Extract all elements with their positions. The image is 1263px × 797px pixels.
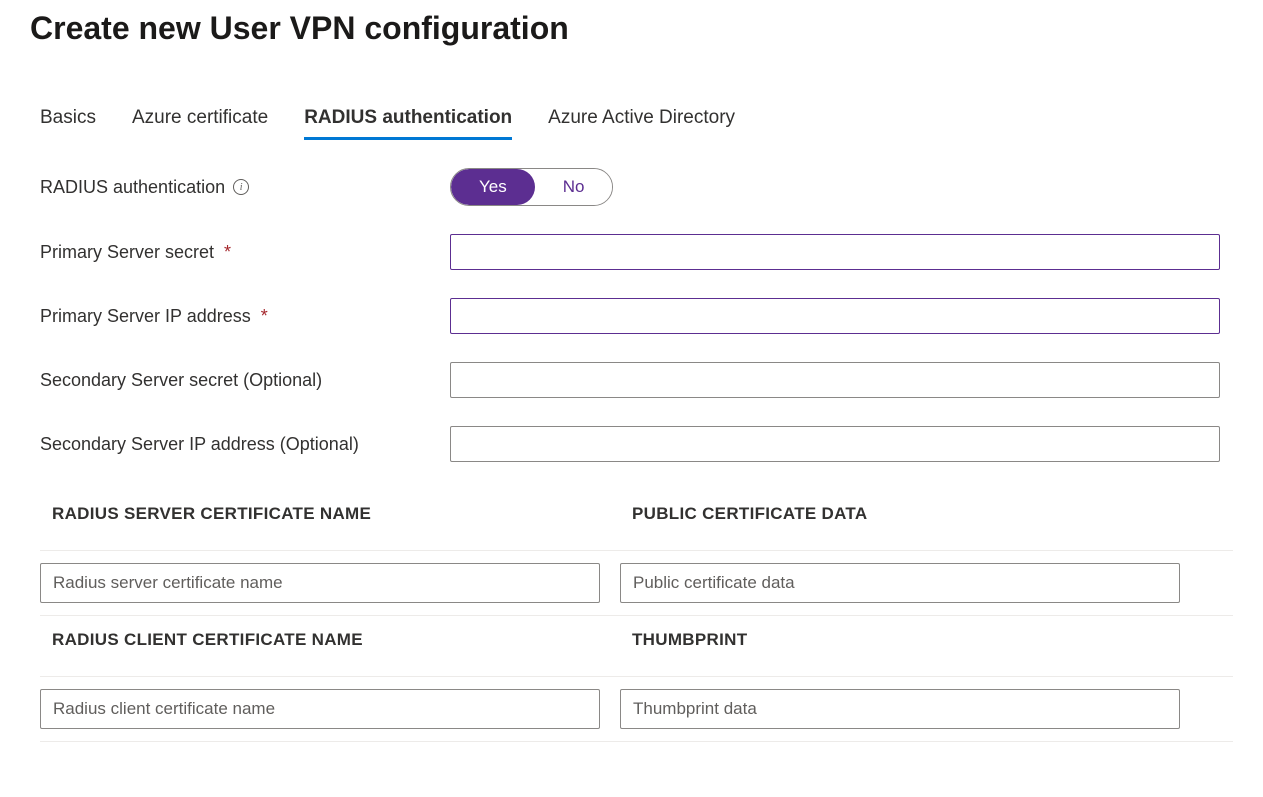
- primary-ip-row: Primary Server IP address *: [30, 298, 1233, 334]
- client-cert-name-input[interactable]: [40, 689, 600, 729]
- primary-ip-label-text: Primary Server IP address: [40, 306, 251, 327]
- server-cert-header-row: RADIUS SERVER CERTIFICATE NAME PUBLIC CE…: [40, 490, 1233, 551]
- primary-secret-label: Primary Server secret *: [40, 242, 450, 263]
- server-cert-section: RADIUS SERVER CERTIFICATE NAME PUBLIC CE…: [30, 490, 1233, 742]
- tab-bar: Basics Azure certificate RADIUS authenti…: [30, 107, 1233, 140]
- server-cert-name-col: RADIUS SERVER CERTIFICATE NAME: [40, 490, 600, 538]
- server-cert-input-row: [40, 551, 1233, 616]
- secondary-secret-input[interactable]: [450, 362, 1220, 398]
- primary-secret-input[interactable]: [450, 234, 1220, 270]
- toggle-no[interactable]: No: [535, 169, 613, 205]
- tab-azure-active-directory[interactable]: Azure Active Directory: [548, 107, 735, 140]
- secondary-ip-label-text: Secondary Server IP address (Optional): [40, 434, 359, 455]
- client-cert-input-row: [40, 677, 1233, 742]
- toggle-yes[interactable]: Yes: [451, 169, 535, 205]
- info-icon[interactable]: i: [233, 179, 249, 195]
- secondary-ip-label: Secondary Server IP address (Optional): [40, 434, 450, 455]
- client-cert-data-header: THUMBPRINT: [620, 616, 1180, 664]
- server-cert-data-input-col: [620, 563, 1180, 603]
- client-cert-data-input[interactable]: [620, 689, 1180, 729]
- page-title: Create new User VPN configuration: [30, 10, 1233, 47]
- primary-ip-input[interactable]: [450, 298, 1220, 334]
- required-asterisk: *: [261, 306, 268, 327]
- radius-auth-label-text: RADIUS authentication: [40, 177, 225, 198]
- client-cert-data-input-col: [620, 689, 1180, 729]
- server-cert-data-header: PUBLIC CERTIFICATE DATA: [620, 490, 1180, 538]
- client-cert-data-col: THUMBPRINT: [620, 616, 1180, 664]
- server-cert-data-col: PUBLIC CERTIFICATE DATA: [620, 490, 1180, 538]
- tab-basics[interactable]: Basics: [40, 107, 96, 140]
- server-cert-name-input[interactable]: [40, 563, 600, 603]
- primary-secret-label-text: Primary Server secret: [40, 242, 214, 263]
- client-cert-name-col: RADIUS CLIENT CERTIFICATE NAME: [40, 616, 600, 664]
- server-cert-name-input-col: [40, 563, 600, 603]
- client-cert-name-header: RADIUS CLIENT CERTIFICATE NAME: [40, 616, 600, 664]
- secondary-secret-row: Secondary Server secret (Optional): [30, 362, 1233, 398]
- server-cert-data-input[interactable]: [620, 563, 1180, 603]
- secondary-secret-label: Secondary Server secret (Optional): [40, 370, 450, 391]
- client-cert-name-input-col: [40, 689, 600, 729]
- client-cert-header-row: RADIUS CLIENT CERTIFICATE NAME THUMBPRIN…: [40, 616, 1233, 677]
- radius-auth-label: RADIUS authentication i: [40, 177, 450, 198]
- required-asterisk: *: [224, 242, 231, 263]
- secondary-ip-row: Secondary Server IP address (Optional): [30, 426, 1233, 462]
- secondary-secret-label-text: Secondary Server secret (Optional): [40, 370, 322, 391]
- tab-radius-authentication[interactable]: RADIUS authentication: [304, 107, 512, 140]
- radius-auth-row: RADIUS authentication i Yes No: [30, 168, 1233, 206]
- tab-azure-certificate[interactable]: Azure certificate: [132, 107, 268, 140]
- radius-auth-toggle: Yes No: [450, 168, 613, 206]
- primary-secret-row: Primary Server secret *: [30, 234, 1233, 270]
- secondary-ip-input[interactable]: [450, 426, 1220, 462]
- server-cert-name-header: RADIUS SERVER CERTIFICATE NAME: [40, 490, 600, 538]
- primary-ip-label: Primary Server IP address *: [40, 306, 450, 327]
